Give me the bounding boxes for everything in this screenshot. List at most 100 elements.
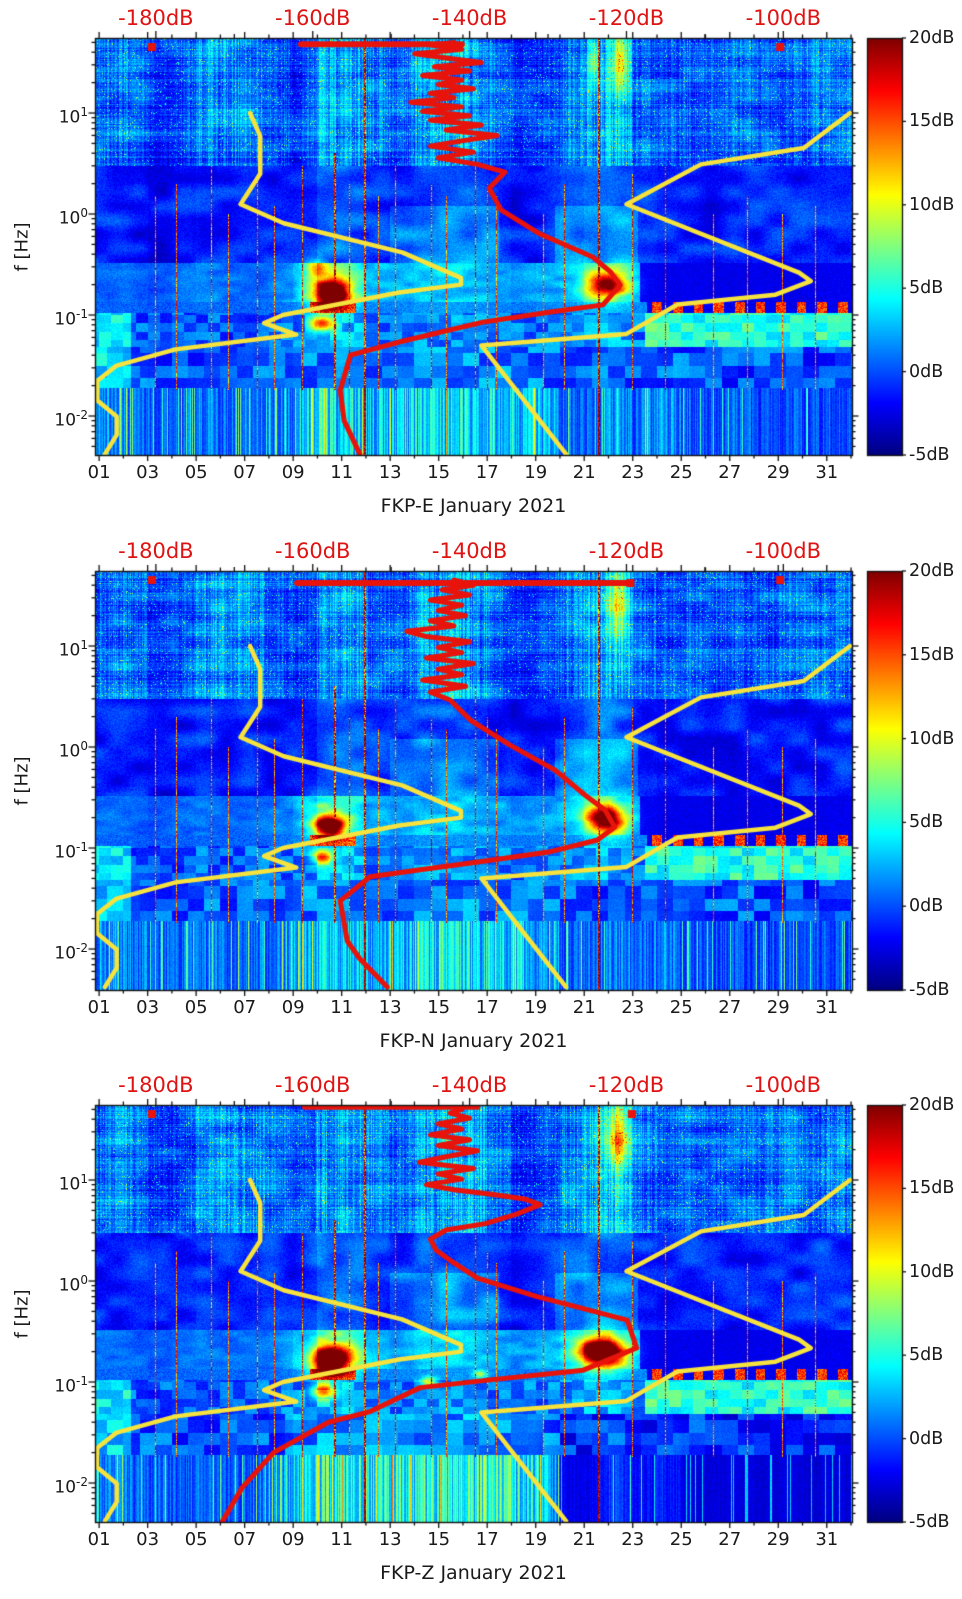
x-tick-label: 29: [766, 997, 790, 1018]
x-tick-label: 23: [621, 462, 645, 483]
x-tick-label: 17: [475, 997, 499, 1018]
y-tick-label: 101: [58, 1172, 88, 1195]
x-tick-label: 15: [427, 462, 451, 483]
x-tick-label: 29: [766, 462, 790, 483]
top-axis-db-label: -140dB: [431, 6, 508, 30]
colorbar-tick-label: 10dB: [909, 1261, 955, 1282]
colorbar-tick-label: -5dB: [909, 1512, 950, 1532]
y-axis-label: f [Hz]: [11, 755, 33, 806]
x-tick-label: 19: [524, 1529, 548, 1550]
x-tick-label: 09: [281, 462, 305, 483]
top-axis-db-label: -140dB: [431, 539, 508, 563]
y-tick-label: 101: [58, 638, 88, 661]
colorbar-tick-label: 20dB: [909, 1095, 955, 1115]
x-tick-label: 23: [621, 997, 645, 1018]
x-tick-label: 05: [184, 997, 208, 1018]
x-tick-label: 31: [815, 1529, 839, 1550]
x-tick-label: 25: [669, 997, 693, 1018]
x-tick-label: 03: [136, 997, 160, 1018]
top-axis-db-label: -100dB: [745, 539, 822, 563]
spectrogram-canvas-fkp-z: [0, 1093, 962, 1534]
x-tick-label: 31: [815, 462, 839, 483]
x-tick-label: 09: [281, 997, 305, 1018]
x-tick-label: 29: [766, 1529, 790, 1550]
x-tick-label: 13: [378, 462, 402, 483]
colorbar-tick-label: -5dB: [909, 445, 950, 465]
colorbar-tick-label: 0dB: [909, 1428, 944, 1449]
top-axis-db-label: -100dB: [745, 6, 822, 30]
colorbar-tick-label: 10dB: [909, 728, 955, 749]
x-tick-label: 01: [87, 997, 111, 1018]
y-tick-label: 10-1: [54, 307, 88, 330]
y-tick-label: 100: [58, 206, 88, 229]
x-tick-label: 21: [572, 997, 596, 1018]
colorbar-tick-label: 0dB: [909, 361, 944, 382]
colorbar-tick-label: 5dB: [909, 1345, 944, 1366]
top-axis-db-label: -160dB: [275, 1073, 351, 1097]
x-tick-label: 03: [136, 1529, 160, 1550]
x-tick-label: 27: [718, 462, 742, 483]
x-tick-label: 11: [330, 462, 354, 483]
y-tick-label: 10-2: [54, 1475, 88, 1498]
x-tick-label: 07: [233, 997, 257, 1018]
y-axis-label: f [Hz]: [11, 1288, 33, 1339]
x-tick-label: 21: [572, 1529, 596, 1550]
x-tick-label: 23: [621, 1529, 645, 1550]
x-tick-label: 27: [718, 997, 742, 1018]
colorbar-tick-label: 20dB: [909, 28, 955, 48]
colorbar-tick-label: 0dB: [909, 896, 944, 917]
x-tick-label: 19: [524, 997, 548, 1018]
x-tick-label: 09: [281, 1529, 305, 1550]
x-tick-label: 21: [572, 462, 596, 483]
x-tick-label: 17: [475, 462, 499, 483]
x-tick-label: 03: [136, 462, 160, 483]
top-axis-db-label: -160dB: [275, 539, 351, 563]
x-axis-title-fkp-n: FKP-N January 2021: [379, 1030, 568, 1052]
y-tick-label: 10-2: [54, 941, 88, 964]
spectrogram-canvas-fkp-e: [0, 26, 962, 467]
y-tick-label: 10-1: [54, 840, 88, 863]
x-tick-label: 07: [233, 1529, 257, 1550]
x-tick-label: 19: [524, 462, 548, 483]
top-axis-db-label: -120dB: [588, 1073, 665, 1097]
top-axis-db-label: -120dB: [588, 6, 665, 30]
x-axis-title-fkp-z: FKP-Z January 2021: [380, 1562, 567, 1584]
x-tick-label: 13: [378, 997, 402, 1018]
x-tick-label: 05: [184, 462, 208, 483]
top-axis-db-label: -100dB: [745, 1073, 822, 1097]
colorbar-tick-label: 10dB: [909, 194, 955, 215]
x-tick-label: 31: [815, 997, 839, 1018]
y-tick-label: 100: [58, 739, 88, 762]
top-axis-db-label: -120dB: [588, 539, 665, 563]
x-axis-title-fkp-e: FKP-E January 2021: [380, 495, 567, 517]
top-axis-db-label: -180dB: [118, 539, 194, 563]
x-tick-label: 15: [427, 1529, 451, 1550]
top-axis-db-label: -140dB: [431, 1073, 508, 1097]
colorbar-tick-label: 15dB: [909, 644, 955, 665]
x-tick-label: 01: [87, 462, 111, 483]
y-tick-label: 10-2: [54, 408, 88, 431]
x-tick-label: 27: [718, 1529, 742, 1550]
x-tick-label: 25: [669, 462, 693, 483]
spectrogram-canvas-fkp-n: [0, 559, 962, 1002]
x-tick-label: 13: [378, 1529, 402, 1550]
y-tick-label: 101: [58, 105, 88, 128]
x-tick-label: 07: [233, 462, 257, 483]
x-tick-label: 11: [330, 997, 354, 1018]
y-axis-label: f [Hz]: [11, 221, 33, 272]
colorbar-tick-label: 15dB: [909, 111, 955, 132]
x-tick-label: 15: [427, 997, 451, 1018]
colorbar-tick-label: 15dB: [909, 1178, 955, 1199]
colorbar-tick-label: 20dB: [909, 561, 955, 581]
y-tick-label: 10-1: [54, 1374, 88, 1397]
x-tick-label: 25: [669, 1529, 693, 1550]
colorbar-tick-label: 5dB: [909, 278, 944, 299]
top-axis-db-label: -180dB: [118, 6, 194, 30]
x-tick-label: 17: [475, 1529, 499, 1550]
colorbar-tick-label: -5dB: [909, 980, 950, 1000]
top-axis-db-label: -160dB: [275, 6, 351, 30]
x-tick-label: 11: [330, 1529, 354, 1550]
y-tick-label: 100: [58, 1273, 88, 1296]
x-tick-label: 01: [87, 1529, 111, 1550]
